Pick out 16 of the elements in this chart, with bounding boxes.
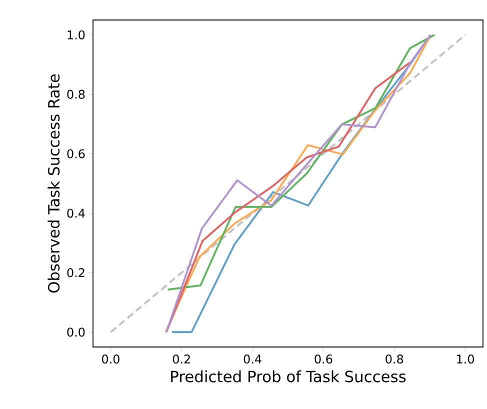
y-axis-title: Observed Task Success Rate [48,74,60,293]
y-tick-label: 0.2 [67,268,84,278]
x-axis-title: Predicted Prob of Task Success [171,370,406,382]
y-tick-label: 0.8 [67,90,85,99]
x-tick-label: 0.0 [102,354,120,364]
x-tick-label: 0.8 [386,354,404,364]
y-tick-label: 0.0 [67,328,85,337]
y-tick-label: 1.0 [68,30,85,40]
line-series [166,34,436,291]
line-series [165,62,411,334]
x-tick-label: 0.4 [244,354,262,364]
x-tick-label: 0.2 [172,354,190,364]
x-tick-label: 1.0 [457,354,474,364]
y-tick-label: 0.4 [67,208,85,218]
y-tick-label: 0.6 [67,149,85,158]
x-tick-label: 0.6 [314,354,332,364]
